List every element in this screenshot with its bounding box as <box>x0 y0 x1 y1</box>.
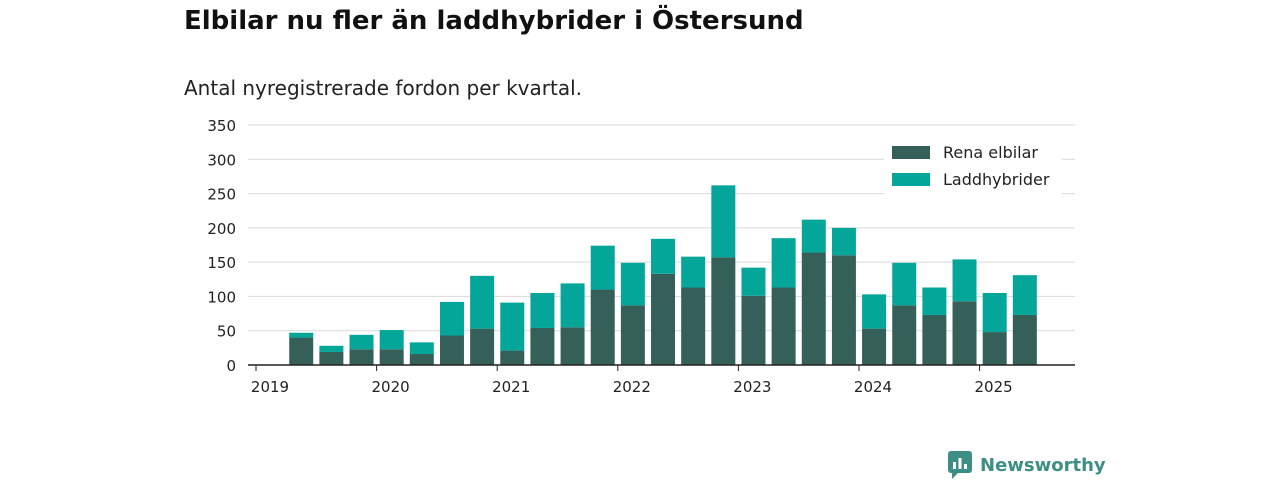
x-tick-label: 2022 <box>613 378 651 396</box>
bar-laddhybrider <box>922 287 947 315</box>
bar-rena-elbilar <box>651 273 676 365</box>
bar-rena-elbilar <box>349 349 374 365</box>
y-tick-label: 350 <box>207 117 236 135</box>
bar-laddhybrider <box>892 262 917 306</box>
bar-rena-elbilar <box>982 332 1007 365</box>
legend-label: Laddhybrider <box>943 170 1050 189</box>
bar-laddhybrider <box>741 267 766 296</box>
legend-label: Rena elbilar <box>943 143 1038 162</box>
bar-rena-elbilar <box>620 305 645 365</box>
bar-rena-elbilar <box>922 314 947 365</box>
bar-laddhybrider <box>982 293 1007 333</box>
bar-laddhybrider <box>651 238 676 274</box>
y-tick-label: 50 <box>217 323 236 341</box>
bar-rena-elbilar <box>500 350 525 365</box>
bar-rena-elbilar <box>439 335 464 365</box>
bar-rena-elbilar <box>560 327 585 365</box>
y-tick-label: 200 <box>207 220 236 238</box>
bar-laddhybrider <box>439 301 464 336</box>
bar-laddhybrider <box>409 342 434 355</box>
bar-rena-elbilar <box>831 255 856 365</box>
bar-rena-elbilar <box>470 328 495 365</box>
bar-rena-elbilar <box>1012 314 1037 365</box>
bar-laddhybrider <box>771 238 796 288</box>
y-tick-label: 100 <box>207 288 236 306</box>
x-tick-label: 2020 <box>372 378 410 396</box>
newsworthy-logo-icon <box>948 451 972 479</box>
bar-rena-elbilar <box>590 289 615 365</box>
bar-rena-elbilar <box>681 287 706 365</box>
y-tick-label: 0 <box>226 357 236 375</box>
brand-name: Newsworthy <box>980 454 1106 476</box>
bar-laddhybrider <box>681 256 706 288</box>
bar-rena-elbilar <box>771 287 796 365</box>
bars <box>289 185 1037 365</box>
bar-rena-elbilar <box>741 295 766 365</box>
bar-laddhybrider <box>560 283 585 328</box>
bar-laddhybrider <box>590 245 615 290</box>
bar-rena-elbilar <box>319 351 344 365</box>
bar-laddhybrider <box>319 345 344 352</box>
chart-subtitle: Antal nyregistrerade fordon per kvartal. <box>184 76 583 100</box>
bar-rena-elbilar <box>952 301 977 365</box>
y-tick-label: 300 <box>207 151 236 169</box>
bar-rena-elbilar <box>530 327 555 365</box>
x-tick-label: 2023 <box>733 378 771 396</box>
y-tick-label: 150 <box>207 254 236 272</box>
bar-laddhybrider <box>1012 275 1037 315</box>
bar-laddhybrider <box>620 262 645 306</box>
bar-rena-elbilar <box>892 305 917 365</box>
bar-laddhybrider <box>500 302 525 351</box>
bar-laddhybrider <box>831 227 856 256</box>
bar-rena-elbilar <box>862 328 887 365</box>
bar-rena-elbilar <box>711 257 736 365</box>
y-axis-ticks: 0 50 100 150 200 250 300 350 <box>207 117 236 375</box>
legend-swatch <box>892 146 930 159</box>
x-tick-label: 2025 <box>975 378 1013 396</box>
legend: Rena elbilar Laddhybrider <box>884 142 1062 200</box>
bar-laddhybrider <box>862 294 887 329</box>
bar-laddhybrider <box>289 332 314 338</box>
bar-rena-elbilar <box>801 252 826 365</box>
bar-rena-elbilar <box>289 337 314 365</box>
bar-rena-elbilar <box>409 354 434 365</box>
bar-laddhybrider <box>530 293 555 328</box>
y-tick-label: 250 <box>207 186 236 204</box>
x-tick-label: 2024 <box>854 378 892 396</box>
x-tick-label: 2019 <box>251 378 289 396</box>
brand-logo: Newsworthy <box>948 450 1106 480</box>
bar-laddhybrider <box>711 185 736 258</box>
bar-laddhybrider <box>801 219 826 253</box>
x-tick-label: 2021 <box>492 378 530 396</box>
bar-laddhybrider <box>952 259 977 302</box>
bar-laddhybrider <box>470 275 495 329</box>
x-axis-ticks: 2019 2020 2021 2022 2023 2024 2025 <box>251 365 1013 396</box>
legend-swatch <box>892 173 930 186</box>
bar-laddhybrider <box>349 334 374 350</box>
chart-title: Elbilar nu fler än laddhybrider i Östers… <box>184 6 804 36</box>
bar-laddhybrider <box>379 330 404 350</box>
bar-rena-elbilar <box>379 349 404 365</box>
